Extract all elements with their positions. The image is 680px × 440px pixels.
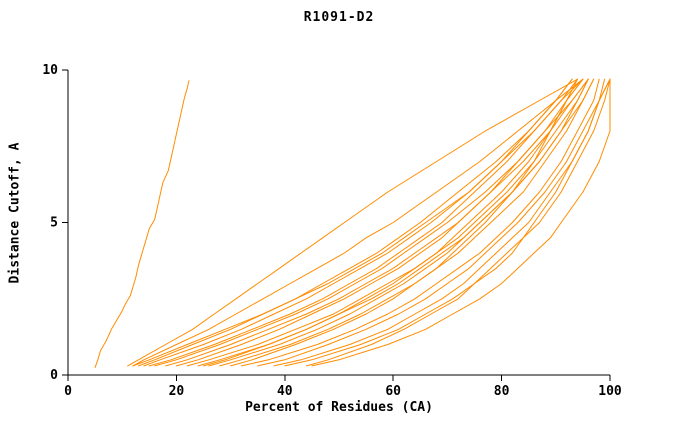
- y-tick-label: 0: [50, 368, 58, 383]
- gdt-curve-model-10: [240, 78, 600, 367]
- gdt-curve-model-17: [132, 78, 584, 367]
- x-tick-label: 20: [169, 384, 185, 399]
- x-tick-label: 80: [494, 384, 510, 399]
- x-tick-label: 100: [598, 384, 622, 399]
- gdt-curve-model-07: [219, 78, 595, 367]
- x-axis-label: Percent of Residues (CA): [245, 400, 433, 415]
- y-tick-label: 10: [42, 63, 58, 78]
- gdt-curve-model-05: [148, 78, 578, 367]
- gdt-curve-model-19: [197, 78, 595, 367]
- gdt-curve-model-18: [154, 78, 589, 367]
- gdt-curve-model-14: [165, 78, 589, 367]
- x-tick-label: 0: [64, 384, 72, 399]
- gdt-curve-model-20: [273, 78, 606, 367]
- gdt-curve-model-22-outlier: [94, 80, 190, 368]
- gdt-curve-model-01: [230, 78, 578, 367]
- x-tick-label: 40: [277, 384, 293, 399]
- y-tick-label: 5: [50, 216, 58, 231]
- gdt-curve-model-16: [127, 78, 578, 367]
- gdt-curve-model-08: [186, 78, 589, 367]
- gdt-curve-model-13: [143, 78, 573, 367]
- x-tick-label: 60: [385, 384, 401, 399]
- gdt-curve-model-12: [311, 78, 611, 367]
- gdt-curve-model-09: [138, 78, 573, 367]
- gdt-curve-model-06: [132, 78, 584, 367]
- gdt-curve-model-21: [306, 78, 611, 367]
- gdt-curve-model-03: [257, 78, 611, 367]
- chart-title: R1091-D2: [303, 10, 375, 25]
